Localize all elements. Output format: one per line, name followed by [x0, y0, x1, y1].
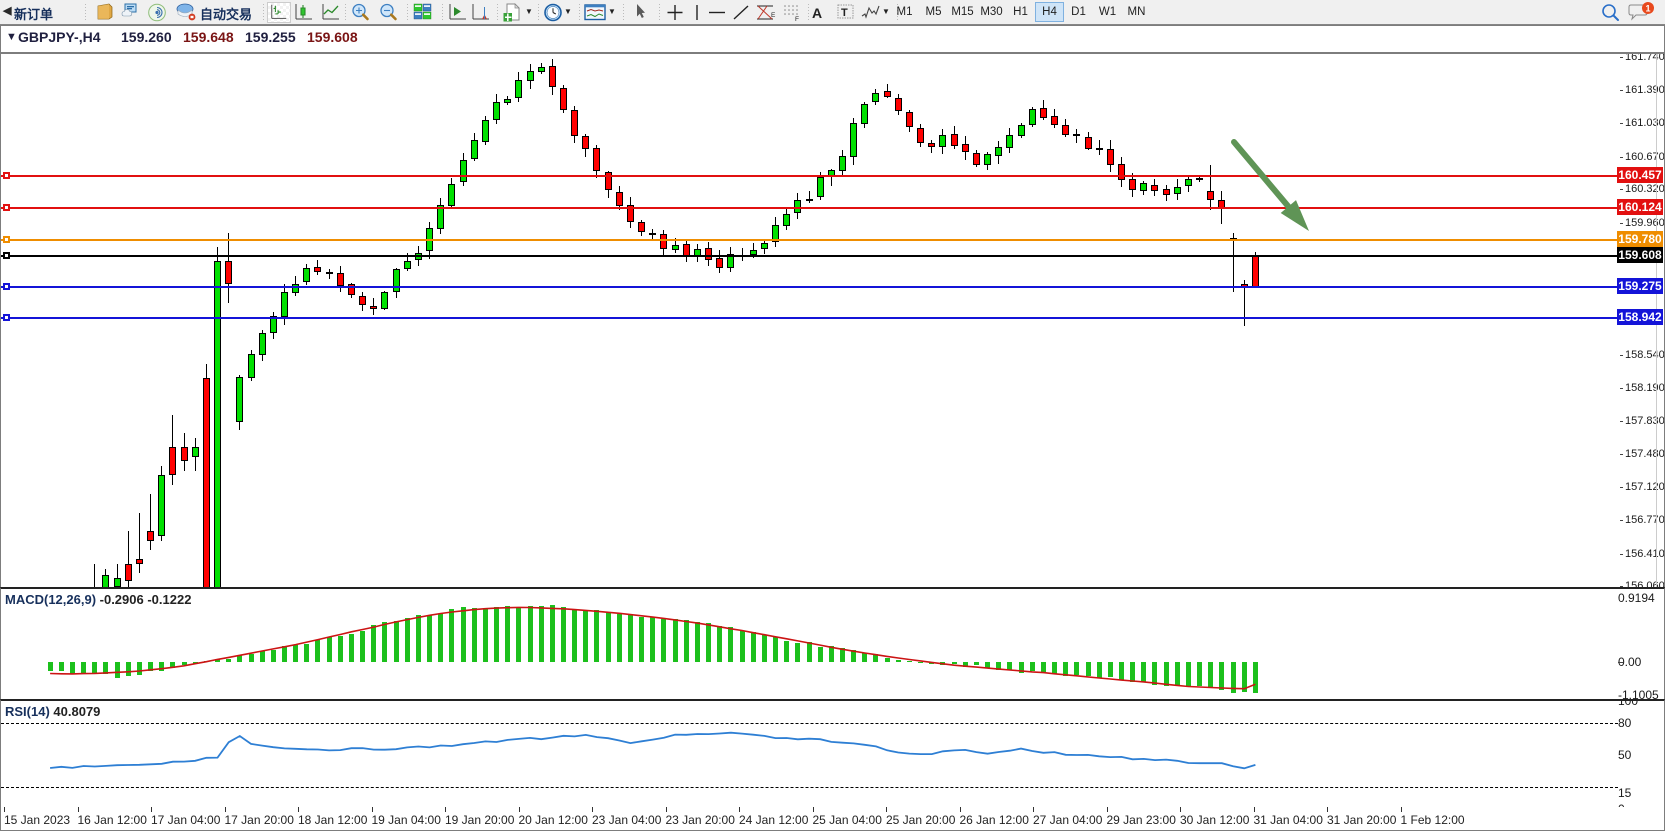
svg-text:F: F — [795, 16, 799, 23]
svg-text:E: E — [771, 12, 776, 19]
svg-text:1: 1 — [1645, 3, 1650, 13]
svg-text:T: T — [841, 7, 848, 19]
